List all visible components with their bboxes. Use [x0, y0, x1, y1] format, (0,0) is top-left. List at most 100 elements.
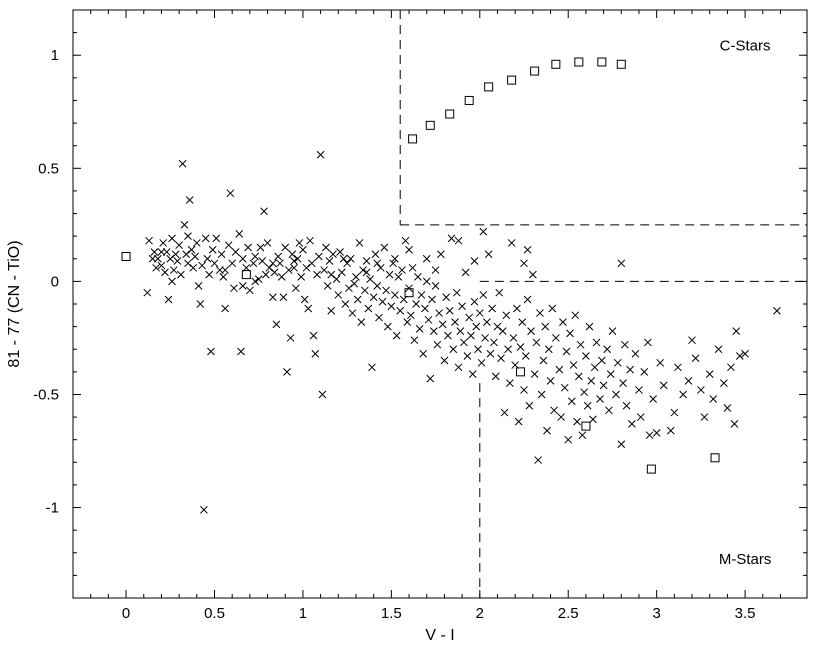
- cross-marker: [226, 189, 235, 198]
- cross-marker: [277, 273, 286, 281]
- x-tick-label: 1.5: [381, 605, 402, 622]
- cross-marker: [666, 426, 675, 435]
- square-marker: [464, 95, 474, 105]
- cross-marker: [337, 268, 346, 277]
- cross-marker: [263, 239, 272, 247]
- cross-marker: [246, 286, 254, 295]
- cross-marker: [557, 413, 566, 421]
- cross-marker: [249, 259, 258, 268]
- cross-marker: [180, 220, 189, 229]
- cross-marker: [224, 241, 233, 250]
- x-tick-label: 1: [299, 605, 307, 622]
- cross-marker: [470, 297, 479, 306]
- cross-marker: [417, 291, 426, 299]
- cross-marker: [299, 245, 307, 254]
- cross-marker: [645, 431, 654, 440]
- cross-marker: [773, 306, 781, 315]
- cross-marker: [573, 417, 581, 426]
- cross-marker: [498, 327, 507, 335]
- cross-marker: [631, 349, 640, 358]
- cross-marker: [276, 259, 284, 268]
- cross-marker: [293, 254, 302, 263]
- cross-marker: [518, 318, 527, 326]
- cross-marker: [656, 358, 665, 367]
- square-marker: [574, 57, 584, 67]
- cross-marker: [325, 257, 334, 265]
- cross-marker: [555, 365, 564, 374]
- cross-marker: [640, 367, 649, 376]
- cross-marker: [567, 397, 576, 406]
- cross-marker: [196, 300, 205, 308]
- cross-marker: [679, 390, 688, 399]
- cross-marker: [339, 254, 348, 263]
- cross-marker: [373, 259, 382, 268]
- annotation-label: C-Stars: [720, 38, 771, 55]
- cross-marker: [251, 252, 260, 261]
- cross-marker: [210, 259, 219, 268]
- cross-marker: [691, 354, 700, 363]
- cross-marker: [184, 259, 192, 268]
- cross-marker: [371, 250, 380, 259]
- cross-marker: [166, 254, 175, 263]
- cross-marker: [532, 338, 541, 347]
- cross-marker: [574, 372, 583, 381]
- cross-marker: [415, 325, 424, 333]
- x-tick-label: 3.5: [735, 605, 756, 622]
- cross-marker: [491, 372, 500, 381]
- cross-marker: [536, 309, 544, 317]
- cross-marker: [332, 275, 341, 283]
- square-marker: [581, 421, 591, 431]
- cross-marker: [272, 320, 281, 329]
- square-marker: [425, 120, 435, 130]
- cross-marker: [306, 236, 314, 245]
- cross-marker: [362, 257, 371, 265]
- cross-marker: [458, 302, 466, 311]
- cross-marker: [576, 340, 585, 349]
- cross-marker: [203, 254, 212, 263]
- cross-marker: [463, 352, 472, 360]
- cross-marker: [428, 295, 436, 304]
- cross-marker: [403, 318, 412, 326]
- cross-marker: [378, 297, 387, 306]
- cross-marker: [173, 257, 182, 265]
- cross-marker: [168, 277, 176, 286]
- cross-marker: [456, 327, 465, 335]
- y-tick-label: 0.5: [38, 160, 59, 177]
- cross-marker: [490, 338, 498, 347]
- cross-marker: [741, 349, 749, 358]
- cross-marker: [723, 404, 732, 412]
- plot-frame: [72, 9, 808, 599]
- cross-marker: [346, 254, 355, 263]
- cross-marker: [543, 426, 551, 435]
- cross-marker: [184, 232, 192, 241]
- cross-marker: [433, 340, 442, 349]
- y-tick-label: -1: [46, 500, 59, 517]
- cross-marker: [327, 270, 336, 279]
- cross-marker: [612, 390, 620, 399]
- annotation-label: M-Stars: [719, 551, 772, 568]
- cross-marker: [424, 315, 433, 324]
- cross-marker: [559, 318, 567, 326]
- cross-marker: [506, 379, 514, 388]
- data-markers: [121, 57, 781, 514]
- cross-marker: [445, 306, 454, 315]
- cross-marker: [414, 273, 422, 281]
- cross-marker: [270, 268, 279, 277]
- cross-marker: [500, 408, 509, 417]
- cross-marker: [426, 374, 435, 383]
- cross-marker: [619, 379, 627, 388]
- cross-marker: [697, 386, 705, 394]
- cross-marker: [260, 207, 268, 216]
- cross-marker: [497, 354, 505, 363]
- cross-marker: [283, 367, 291, 376]
- cross-marker: [479, 291, 488, 299]
- cross-marker: [714, 345, 723, 354]
- cross-marker: [281, 243, 290, 252]
- cross-marker: [527, 327, 535, 335]
- cross-marker: [596, 395, 604, 403]
- cross-marker: [385, 270, 394, 279]
- cross-marker: [398, 266, 406, 274]
- cross-marker: [145, 236, 153, 245]
- cross-marker: [541, 322, 550, 331]
